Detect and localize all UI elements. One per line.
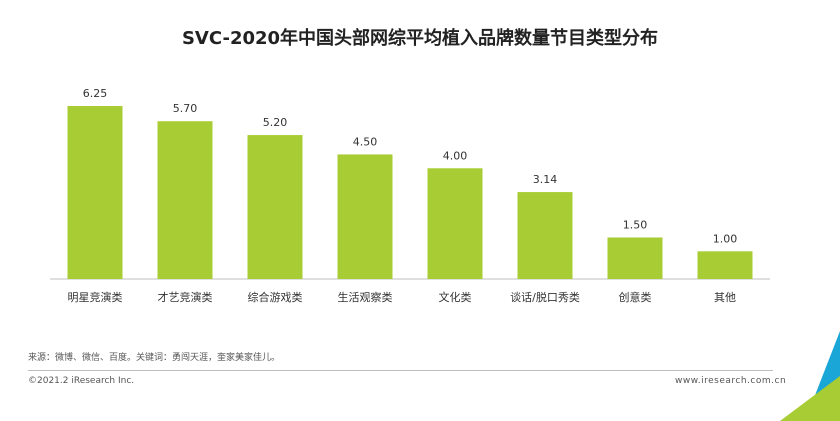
chart-title: SVC-2020年中国头部网综平均植入品牌数量节目类型分布	[181, 28, 659, 49]
data-label: 1.50	[623, 218, 648, 231]
data-label: 6.25	[83, 87, 108, 100]
bar	[337, 154, 393, 279]
bar	[67, 106, 123, 279]
category-label: 谈话/脱口秀类	[510, 290, 580, 304]
category-label: 明星竞演类	[68, 290, 123, 304]
bar	[607, 237, 663, 279]
category-label: 生活观察类	[338, 290, 393, 304]
page-number: 12	[797, 371, 816, 386]
corner-decoration-icon	[780, 331, 840, 421]
data-label: 4.50	[353, 135, 378, 148]
category-label: 创意类	[619, 290, 652, 304]
data-label: 5.20	[263, 116, 288, 129]
data-label: 4.00	[443, 149, 468, 162]
source-note: 来源：微博、微信、百度。关键词：勇闯天涯，奎家美家佳儿。	[28, 353, 281, 363]
copyright-text: ©2021.2 iResearch Inc.	[28, 376, 135, 386]
category-label: 其他	[714, 291, 736, 304]
bar-chart: 6.25 明星竞演类 5.70 才艺竞演类 5.20 综合游戏类 4.50 生活观察类 4.00…	[50, 87, 770, 304]
bar	[157, 121, 213, 279]
website-url: www.iresearch.com.cn	[675, 376, 787, 386]
footer-divider	[28, 370, 773, 371]
bar	[697, 251, 753, 279]
category-label: 综合游戏类	[248, 290, 303, 304]
category-label: 文化类	[439, 290, 472, 304]
data-label: 5.70	[173, 102, 198, 115]
bar	[427, 168, 483, 279]
data-label: 3.14	[533, 173, 558, 186]
category-label: 才艺竞演类	[158, 290, 213, 304]
data-label: 1.00	[713, 232, 738, 245]
bar	[517, 192, 573, 279]
bar	[247, 135, 303, 279]
